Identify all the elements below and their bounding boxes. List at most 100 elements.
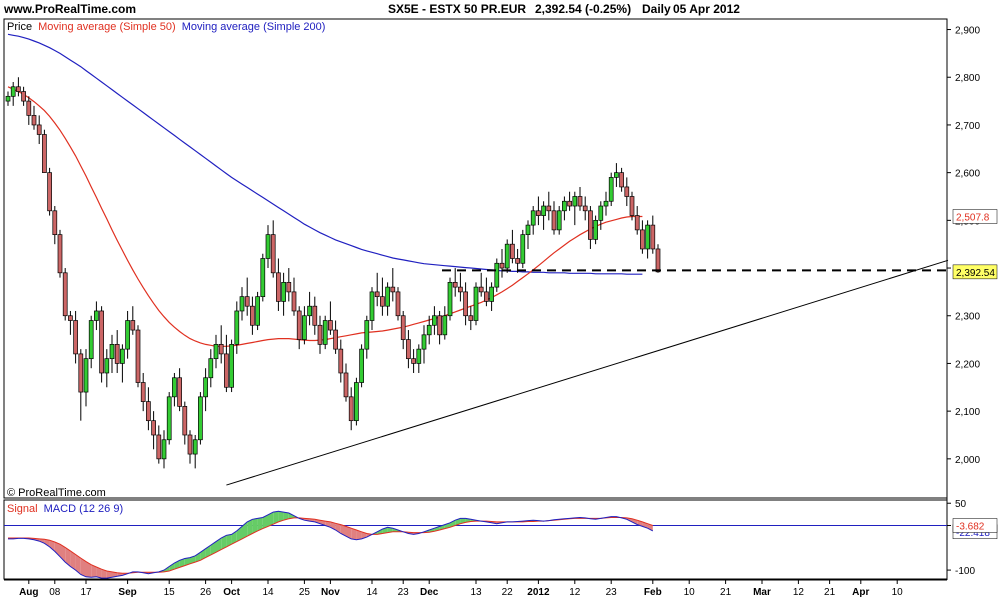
x-tick-label: 10 xyxy=(892,587,904,598)
candle-body xyxy=(426,324,432,336)
candle-body xyxy=(239,296,245,312)
candle-body xyxy=(577,196,583,207)
candle-body xyxy=(437,315,442,336)
x-tick-label: 14 xyxy=(366,587,378,598)
price-y-tick-label: 2,000 xyxy=(955,455,980,466)
candle-body xyxy=(5,95,11,102)
candle-body xyxy=(187,434,193,455)
macd-band xyxy=(377,529,383,535)
macd-band xyxy=(346,526,352,539)
chart-title: SX5E - ESTX 50 PR.EUR xyxy=(388,2,526,16)
candle-body xyxy=(62,272,68,317)
candle-body xyxy=(68,315,73,321)
candle-body xyxy=(494,262,500,288)
candle-body xyxy=(478,286,484,293)
candle-body xyxy=(463,291,468,317)
macd-band xyxy=(216,537,222,553)
candle-body xyxy=(208,358,214,379)
candle-body xyxy=(114,344,120,364)
macd-band xyxy=(247,519,253,537)
candle-body xyxy=(354,382,359,422)
macd-band xyxy=(252,518,258,534)
candle-body xyxy=(468,315,474,321)
macd-band xyxy=(190,555,196,564)
candle-body xyxy=(73,320,78,355)
candle-body xyxy=(104,358,110,374)
overlays xyxy=(226,259,949,486)
candle-body xyxy=(634,215,640,231)
macd-y-tick-label: 50 xyxy=(955,499,967,510)
candle-body xyxy=(452,282,458,288)
macd-band xyxy=(278,511,284,522)
legend-macd: MACD (12 26 9) xyxy=(44,503,123,515)
candle-body xyxy=(588,210,593,240)
candle-body xyxy=(21,91,26,102)
candle-body xyxy=(582,205,588,212)
candle-body xyxy=(229,344,234,388)
x-tick-label: 23 xyxy=(398,587,410,598)
candle-body xyxy=(380,296,385,307)
candle-body xyxy=(203,377,208,398)
macd-band xyxy=(335,523,341,534)
candle-body xyxy=(83,358,89,393)
x-tick-label: 10 xyxy=(684,587,696,598)
macd-band xyxy=(65,547,71,567)
candle-body xyxy=(390,286,396,293)
price-y-tick-label: 2,100 xyxy=(955,407,980,418)
candle-body xyxy=(411,358,416,364)
macd-band xyxy=(210,541,216,555)
candle-body xyxy=(213,344,219,360)
ma50-value-label-box xyxy=(952,209,998,224)
macd-band xyxy=(169,562,175,571)
macd-band xyxy=(283,512,289,521)
candle-body xyxy=(130,320,136,331)
candle-body xyxy=(166,396,172,441)
candle-body xyxy=(530,210,536,226)
candle-body xyxy=(296,310,302,340)
candle-body xyxy=(515,258,520,264)
macd-band xyxy=(231,530,237,545)
candle-body xyxy=(26,100,32,116)
candle-body xyxy=(608,177,614,202)
last-price-change: 2,392.54 (-0.25%) xyxy=(535,2,631,16)
price-y-tick-label: 2,900 xyxy=(955,26,980,37)
date-label: 05 Apr 2012 xyxy=(673,2,740,16)
macd-band xyxy=(262,514,268,529)
macd-value-label-box xyxy=(952,518,998,533)
macd-value-label: -3.682 xyxy=(956,522,985,533)
macd-band xyxy=(91,564,97,578)
candle-body xyxy=(120,348,125,364)
candle-body xyxy=(125,320,130,350)
ma50-value-label: 2,507.8 xyxy=(956,213,990,224)
x-tick-label: 25 xyxy=(299,587,311,598)
candle-body xyxy=(619,172,624,188)
candle-body xyxy=(556,210,562,231)
candle-body xyxy=(416,348,422,364)
candle-body xyxy=(317,324,323,345)
price-y-tick-label: 2,800 xyxy=(955,73,980,84)
x-tick-label: Apr xyxy=(852,587,869,598)
price-value-label: 2,392.54 xyxy=(956,268,995,279)
candle-body xyxy=(31,115,37,126)
candle-body xyxy=(57,234,63,274)
x-tick-label: 17 xyxy=(80,587,92,598)
x-tick-label: 23 xyxy=(606,587,618,598)
x-tick-label: 22 xyxy=(502,587,514,598)
candle-body xyxy=(473,286,479,321)
candle-body xyxy=(640,229,645,250)
candle-body xyxy=(504,243,510,269)
candle-body xyxy=(172,377,177,398)
candle-body xyxy=(302,315,307,340)
x-tick-label: 15 xyxy=(164,587,176,598)
candlesticks xyxy=(5,77,661,469)
candle-body xyxy=(291,291,297,312)
candle-body xyxy=(10,86,16,97)
candle-body xyxy=(338,348,344,374)
macd-band xyxy=(75,554,81,575)
macd-band xyxy=(273,511,279,525)
candle-body xyxy=(614,172,619,178)
macd-band xyxy=(184,557,190,566)
candle-body xyxy=(624,186,630,197)
candle-body xyxy=(146,401,151,422)
macd-legend-text: Signal MACD (12 26 9) xyxy=(7,503,123,515)
